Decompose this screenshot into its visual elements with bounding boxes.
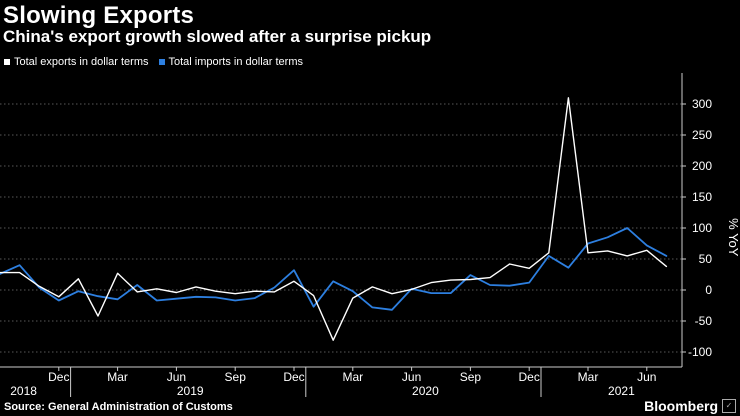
y-tick-label: 150 [692, 190, 712, 204]
y-tick-label: -100 [688, 345, 712, 359]
legend-swatch-imports [158, 59, 165, 65]
brand-name: Bloomberg [644, 398, 718, 414]
series-line-imports [0, 227, 668, 311]
x-tick-label: Mar [578, 370, 599, 384]
axis-labels: -100 -50 0 50 100 150 200 250 300 % YoY Dec Mar Jun S… [10, 97, 740, 398]
legend-swatch-exports [4, 59, 10, 65]
year-label: 2020 [412, 384, 439, 398]
grid-lines [0, 103, 682, 353]
chart-title: Slowing Exports [3, 2, 195, 29]
legend-label-imports: Total imports in dollar terms [168, 56, 304, 68]
y-tick-label: -50 [695, 314, 713, 328]
y-tick-label: 250 [692, 128, 712, 142]
x-tick-label: Mar [342, 370, 363, 384]
legend-item-imports: Total imports in dollar terms [158, 56, 304, 68]
x-tick-label: Jun [402, 370, 421, 384]
x-tick-label: Sep [225, 370, 247, 384]
x-tick-label: Dec [519, 370, 540, 384]
brand: Bloomberg ✓ [644, 398, 736, 414]
x-tick-label: Dec [48, 370, 69, 384]
y-tick-label: 50 [699, 252, 713, 266]
y-tick-label: 100 [692, 221, 712, 235]
series-layer [0, 97, 668, 341]
brand-logo-icon: ✓ [722, 399, 736, 413]
x-tick-label: Dec [283, 370, 304, 384]
source-note: Source: General Administration of Custom… [4, 401, 233, 413]
legend-label-exports: Total exports in dollar terms [14, 56, 149, 68]
x-tick-label: Jun [167, 370, 186, 384]
axes [0, 73, 686, 397]
x-tick-label: Mar [107, 370, 128, 384]
legend-item-exports: Total exports in dollar terms [4, 56, 149, 68]
y-tick-label: 0 [705, 283, 712, 297]
x-tick-label: Sep [460, 370, 482, 384]
x-tick-label: Jun [637, 370, 656, 384]
year-label: 2018 [10, 384, 37, 398]
y-axis-title: % YoY [726, 218, 740, 257]
chart-subtitle: China's export growth slowed after a sur… [3, 27, 432, 46]
year-label: 2019 [177, 384, 204, 398]
year-label: 2021 [608, 384, 635, 398]
y-tick-label: 200 [692, 159, 712, 173]
y-tick-label: 300 [692, 97, 712, 111]
series-line-exports [0, 97, 668, 341]
legend: Total exports in dollar terms Total impo… [4, 56, 313, 68]
